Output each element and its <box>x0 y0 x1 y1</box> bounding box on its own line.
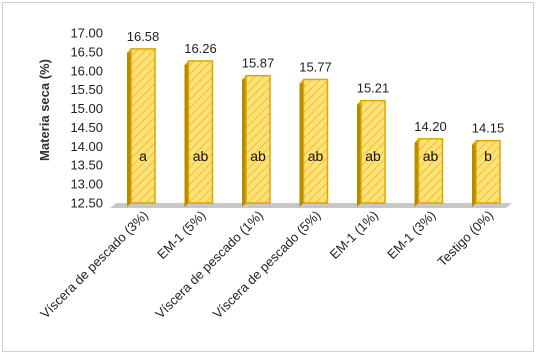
data-label: 14.20 <box>414 119 447 134</box>
data-label: 14.15 <box>472 121 505 136</box>
data-label: 15.21 <box>357 81 390 96</box>
bar-side <box>127 48 131 207</box>
x-tick-label: Víscera de pescado (3%) <box>37 208 151 322</box>
y-axis-title: Materia seca (%) <box>37 59 52 161</box>
bar-1 <box>127 48 156 207</box>
bar-4 <box>299 78 329 207</box>
group-label: ab <box>193 148 209 164</box>
bar-side <box>357 100 361 207</box>
y-tick-label: 15.50 <box>70 82 103 97</box>
data-label: 15.87 <box>242 56 275 71</box>
bar-side <box>414 138 419 207</box>
y-tick-label: 12.50 <box>70 196 103 211</box>
bar-face <box>417 138 444 204</box>
group-label: ab <box>423 148 439 164</box>
bar-side <box>184 60 189 208</box>
bar-side <box>472 140 476 207</box>
y-tick-label: 13.00 <box>70 177 103 192</box>
bar-5 <box>357 99 386 207</box>
bar-face <box>475 139 501 204</box>
bar-face <box>245 74 271 204</box>
x-tick-label: EM-1 (3%) <box>384 208 439 263</box>
y-tick-label: 16.50 <box>70 44 103 59</box>
bar-face <box>360 99 386 204</box>
y-tick-label: 17.00 <box>70 26 103 41</box>
bar-side <box>299 79 304 207</box>
group-label: ab <box>365 148 381 164</box>
y-tick-label: 14.50 <box>70 120 103 135</box>
bar-2 <box>184 60 214 208</box>
chart-floor <box>110 203 512 208</box>
x-tick-label: EM-1 (5%) <box>154 208 209 263</box>
bar-6 <box>414 138 444 207</box>
bar-3 <box>242 74 271 207</box>
group-label: ab <box>308 148 324 164</box>
x-tick-label: Víscera de pescado (5%) <box>210 208 324 322</box>
group-label: b <box>484 148 492 164</box>
x-tick-label: Testigo (0%) <box>434 208 496 270</box>
group-label: a <box>139 148 147 164</box>
y-tick-label: 14.00 <box>70 139 103 154</box>
y-tick-label: 16.00 <box>70 63 103 78</box>
bar-7 <box>472 139 501 207</box>
bar-side <box>242 75 246 207</box>
x-tick-label: EM-1 (1%) <box>327 208 382 263</box>
data-label: 16.26 <box>184 41 217 56</box>
group-label: ab <box>250 148 266 164</box>
y-tick-label: 15.00 <box>70 101 103 116</box>
bar-face <box>302 78 329 204</box>
x-tick-label: Víscera de pescado (1%) <box>152 208 266 322</box>
bar-face <box>187 60 214 204</box>
data-label: 15.77 <box>299 59 332 74</box>
data-label: 16.58 <box>127 29 160 44</box>
bar-face <box>130 48 156 204</box>
y-tick-label: 13.50 <box>70 158 103 173</box>
